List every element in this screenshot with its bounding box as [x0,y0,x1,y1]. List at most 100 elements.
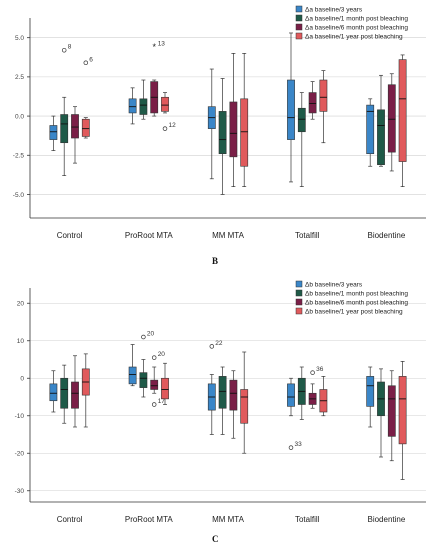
chart-b: -5.0 -2.5 0.0 2.5 5.0 Control ProRoot MTA MM MT… [13,5,426,240]
y-tick-label: -10 [15,413,25,420]
outlier-label: 22 [215,340,223,347]
x-category-label: ProRoot MTA [125,515,174,524]
box-body [297,107,306,133]
outlier-label: 36 [316,366,324,373]
box-body [60,377,69,409]
outlier-label: 13 [158,41,166,48]
box-body [128,98,137,114]
box-2-0 [207,68,216,180]
box-3-3 [319,376,328,417]
box-1-1 [139,359,148,398]
legend-swatch [295,280,303,288]
box-body [308,92,317,114]
box-1-3 [161,362,169,405]
box-3-2 [308,81,317,120]
x-category-label: MM MTA [212,231,245,240]
box-4-0 [366,98,375,167]
box-body [240,389,249,424]
outlier-label: 6 [89,56,93,63]
x-category-label: Control [57,515,83,524]
legend-swatch [295,5,303,13]
box-0-0 [49,115,58,151]
box-0-2 [71,355,79,428]
box-body [161,377,169,400]
box-body [387,84,396,153]
box-0-1 [60,96,69,177]
legend-label: Δb baseline/3 years [305,281,363,288]
outlier-label: 20 [158,351,166,358]
outlier-label: 17 [158,398,166,405]
outlier-label: 20 [147,331,155,338]
box-body [49,125,58,140]
x-category-label: Totalfill [295,231,320,240]
panel-b: -5.0 -2.5 0.0 2.5 5.0 Control ProRoot MTA MM MT… [13,5,426,266]
box-body [218,376,227,409]
box-body [150,379,159,390]
x-category-label: Biodentine [367,231,405,240]
box-body [139,98,148,115]
legend-label: Δa baseline/6 month post bleaching [305,24,408,31]
box-0-0 [49,370,58,413]
box-4-3 [398,54,407,187]
box-1-2 [150,366,159,394]
x-category-label: ProRoot MTA [125,231,174,240]
outlier-point [310,370,315,375]
box-0-3 [81,353,90,428]
outlier-label: 33 [295,441,303,448]
box-2-1 [218,366,227,435]
legend-label: Δa baseline/3 years [305,6,363,13]
box-2-2 [229,370,238,439]
box-2-1 [218,78,227,195]
y-tick-label: 0 [20,376,24,383]
box-4-2 [387,370,396,462]
box-body [366,104,375,155]
box-3-0 [287,32,295,183]
outlier-point [151,402,157,407]
box-body [377,109,385,165]
y-tick-label: -5.0 [13,192,25,199]
y-tick-label: 5.0 [15,35,24,42]
chart-c: -30 -20 -10 0 10 20 Control ProRoot MTA MM MTA To… [15,280,426,524]
box-body [398,376,407,445]
box-1-3 [161,92,169,114]
legend-swatch [295,32,303,40]
legend-label: Δa baseline/1 year post bleaching [305,33,403,40]
x-category-label: Control [57,231,83,240]
box-4-1 [377,368,385,458]
outlier-point [83,60,89,66]
box-body [71,381,79,409]
box-4-0 [366,366,375,428]
box-1-2 [150,79,159,117]
box-3-3 [319,70,328,144]
box-body [240,98,249,167]
y-tick-label: 10 [17,338,25,345]
y-tick-label: -2.5 [13,153,25,160]
box-body [60,114,69,144]
box-0-1 [60,364,69,424]
legend-swatch [295,23,303,31]
box-3-1 [297,366,306,420]
outlier-point [141,334,146,340]
box-2-3 [240,53,249,187]
box-body [319,79,328,112]
box-2-3 [240,351,249,454]
x-category-label: MM MTA [212,515,245,524]
x-category-label: Biodentine [367,515,405,524]
y-tick-label: 20 [17,301,25,308]
box-2-2 [229,53,238,187]
box-4-2 [387,73,396,172]
outlier-point [209,344,215,349]
panel-label-c: C [212,534,219,544]
legend-swatch [295,298,303,306]
box-body [229,379,238,411]
box-2-0 [207,374,216,435]
box-body [49,383,58,402]
box-body [81,118,90,137]
box-body [139,372,148,388]
box-1-1 [139,79,148,120]
box-body [218,111,227,155]
box-body [366,376,375,407]
box-4-3 [398,361,407,480]
box-body [128,366,137,385]
y-tick-label: 2.5 [15,74,24,81]
